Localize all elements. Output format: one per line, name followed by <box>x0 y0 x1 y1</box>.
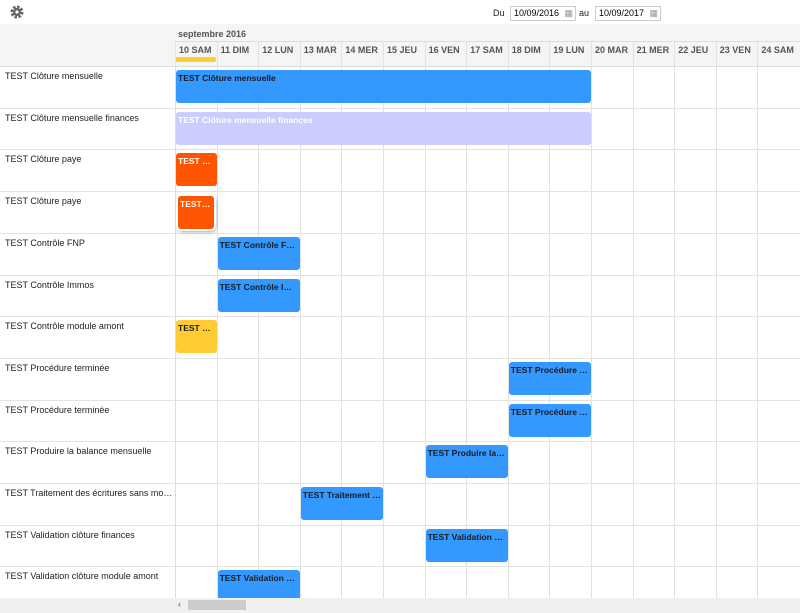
bar-text: TEST Produire la balance mensuelle <box>427 448 508 459</box>
row-line <box>0 566 800 568</box>
grid-line <box>216 42 218 598</box>
to-value: 10/09/2017 <box>599 8 645 18</box>
row-label: TEST Validation clôture module amont <box>5 571 159 582</box>
header-bg <box>0 24 800 67</box>
row-line <box>0 232 800 234</box>
from-label: Du <box>493 8 505 18</box>
settings-icon[interactable] <box>9 4 25 20</box>
task-bar[interactable]: TEST Procédure terminée <box>508 361 591 395</box>
bar-text: TEST Contrôle module amont <box>178 323 217 334</box>
task-bar[interactable]: TEST Validation clôture finances <box>425 528 508 562</box>
row-line <box>0 316 800 318</box>
label-divider <box>175 66 176 598</box>
task-bar[interactable]: TEST Procédure terminée <box>508 403 591 437</box>
row-line <box>0 399 800 401</box>
task-bar[interactable]: TEST Clôture paye <box>178 196 214 230</box>
day-label: 13 MAR <box>303 45 337 55</box>
bar-text: TEST Procédure terminée <box>510 364 591 375</box>
bar-text: TEST Contrôle FNP <box>219 239 298 250</box>
from-input[interactable]: 10/09/2016 ▦ <box>510 6 576 21</box>
row-label: TEST Produire la balance mensuelle <box>5 446 152 457</box>
row-label: TEST Validation clôture finances <box>5 529 135 540</box>
day-label: 23 VEN <box>719 45 751 55</box>
task-bar[interactable]: TEST Contrôle Immos <box>217 278 300 312</box>
day-label: 16 VEN <box>428 45 460 55</box>
bar-text: TEST Validation clôture finances <box>427 531 508 542</box>
grid-line <box>757 42 759 598</box>
to-input[interactable]: 10/09/2017 ▦ <box>595 6 661 21</box>
day-label: 12 LUN <box>262 45 294 55</box>
row-label: TEST Clôture mensuelle <box>5 71 103 81</box>
grid-line <box>424 42 426 598</box>
bar-text: TEST Clôture paye <box>180 199 214 210</box>
task-bar[interactable]: TEST Contrôle FNP <box>217 236 300 270</box>
task-bar[interactable]: TEST Clôture mensuelle finances <box>176 111 591 145</box>
grid-line <box>466 42 468 598</box>
row-label: TEST Clôture paye <box>5 196 82 207</box>
row-label: TEST Traitement des écritures sans mouve… <box>5 488 173 498</box>
bar-text: TEST Contrôle Immos <box>219 281 300 292</box>
grid-line <box>632 42 634 598</box>
day-label: 15 JEU <box>387 45 418 55</box>
row-line <box>0 483 800 484</box>
row-line <box>0 191 800 193</box>
scrollbar[interactable]: ‹ <box>0 598 800 613</box>
grid-line <box>507 42 509 598</box>
row-label: TEST Contrôle FNP <box>5 237 85 248</box>
day-label: 11 DIM <box>220 45 250 55</box>
header-line <box>175 41 800 42</box>
row-line <box>0 149 800 151</box>
row-line <box>0 524 800 526</box>
day-label: 20 MAR <box>595 45 629 55</box>
task-bar[interactable]: TEST Clôture mensuelle <box>176 70 591 103</box>
grid-line <box>383 42 384 598</box>
to-label: au <box>579 8 590 18</box>
scroll-thumb[interactable] <box>188 600 246 610</box>
month-label: septembre 2016 <box>178 29 247 39</box>
day-label: 22 JEU <box>678 45 709 55</box>
task-bar[interactable]: TEST Produire la balance mensuelle <box>425 445 508 479</box>
row-line <box>0 274 800 276</box>
day-label: 17 SAM <box>470 45 503 55</box>
bar-text: TEST Clôture mensuelle <box>178 73 276 83</box>
day-label: 19 LUN <box>553 45 585 55</box>
day-label: 14 MER <box>345 45 378 55</box>
task-bar[interactable]: TEST Traitement des écritures sans mouve… <box>300 487 383 520</box>
grid-line <box>299 42 301 598</box>
bar-text: TEST Procédure terminée <box>510 406 591 417</box>
from-value: 10/09/2016 <box>514 8 560 18</box>
day-label: 24 SAM <box>761 45 794 55</box>
task-bar[interactable]: TEST Clôture paye <box>176 153 217 187</box>
bar-text: TEST Clôture mensuelle finances <box>178 114 313 125</box>
row-label: TEST Contrôle Immos <box>5 279 94 290</box>
grid-line <box>674 42 676 598</box>
row-line <box>0 441 800 443</box>
task-bar[interactable]: TEST Validation clôture module amont <box>217 570 300 604</box>
grid-line <box>591 42 592 598</box>
bar-text: TEST Traitement des écritures sans mouve… <box>302 490 383 500</box>
bar-text: TEST Validation clôture module amont <box>219 573 300 584</box>
row-line <box>0 357 800 359</box>
today-marker <box>175 57 216 62</box>
grid-line <box>341 42 343 598</box>
task-bar[interactable]: TEST Contrôle module amont <box>176 320 217 354</box>
day-label: 10 SAM <box>179 45 212 55</box>
day-label: 18 DIM <box>511 45 541 55</box>
row-label: TEST Clôture paye <box>5 154 82 165</box>
row-label: TEST Clôture mensuelle finances <box>5 112 139 123</box>
grid-line <box>549 42 551 598</box>
row-label: TEST Contrôle module amont <box>5 321 124 332</box>
row-label: TEST Procédure terminée <box>5 404 110 415</box>
row-line <box>0 107 800 109</box>
day-label: 21 MER <box>636 45 670 55</box>
row-label: TEST Procédure terminée <box>5 362 110 373</box>
grid-line <box>258 42 260 598</box>
bar-text: TEST Clôture paye <box>178 156 217 167</box>
grid-line <box>715 42 717 598</box>
